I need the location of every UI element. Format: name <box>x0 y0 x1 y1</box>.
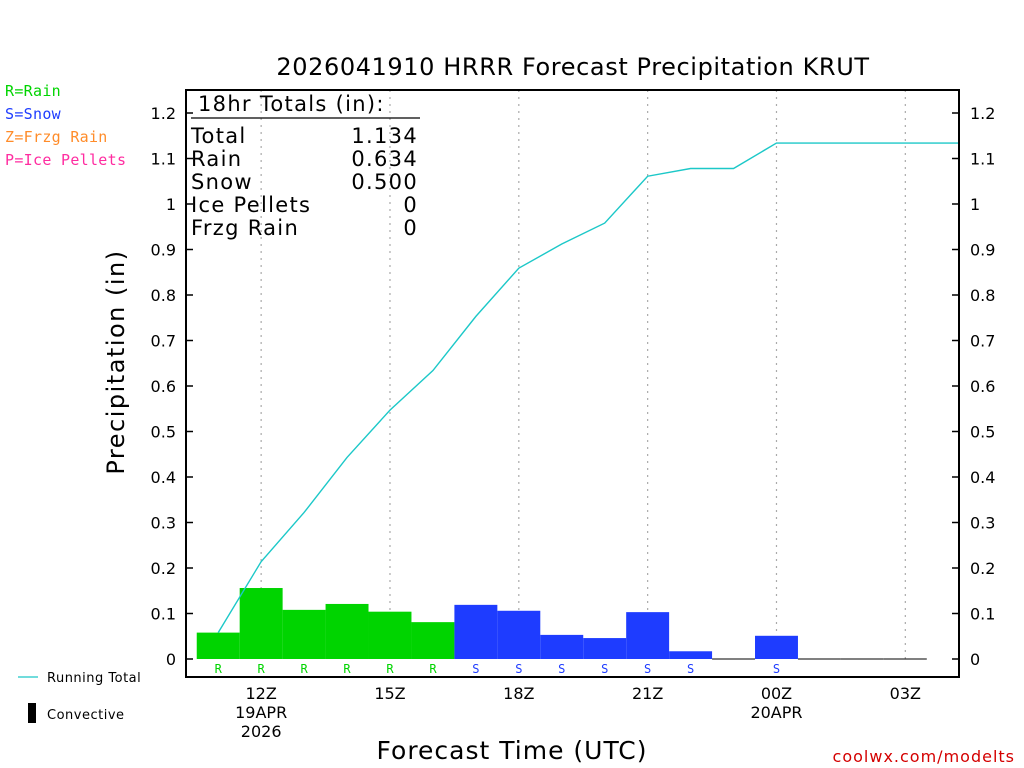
x-tick-label: 20APR <box>750 703 802 722</box>
y-tick-label-left: 0.8 <box>151 286 176 305</box>
totals-row-label: Frzg Rain <box>191 216 299 240</box>
y-tick-label-right: 1.2 <box>970 104 995 123</box>
running-total-legend-label: Running Total <box>47 671 141 686</box>
ptype-label: R <box>215 662 223 676</box>
ptype-legend: R=Rain S=Snow Z=Frzg Rain P=Ice Pellets <box>5 82 126 169</box>
totals-row-value: 0.634 <box>351 147 418 171</box>
ptype-legend-entry: R=Rain <box>5 82 61 100</box>
y-tick-label-right: 0.7 <box>970 332 995 351</box>
ptype-label: R <box>300 662 308 676</box>
chart-title: 2026041910 HRRR Forecast Precipitation K… <box>276 53 869 81</box>
y-tick-label-right: 0.5 <box>970 423 995 442</box>
y-tick-label-left: 0.9 <box>151 241 176 260</box>
y-tick-label-right: 0 <box>970 650 980 669</box>
totals-row-label: Total <box>190 124 247 148</box>
y-tick-label-right: 1 <box>970 195 980 214</box>
y-tick-label-right: 0.4 <box>970 468 995 487</box>
ptype-label: S <box>558 662 565 676</box>
convective-legend-swatch <box>28 703 36 723</box>
ptype-label: R <box>386 662 394 676</box>
ptype-label: S <box>644 662 651 676</box>
totals-row-label: Ice Pellets <box>191 193 311 217</box>
precip-bar <box>755 635 798 659</box>
y-tick-label-left: 0.7 <box>151 332 176 351</box>
totals-row-value: 0 <box>403 216 418 240</box>
y-tick-label-right: 1.1 <box>970 150 995 169</box>
y-axis-label: Precipitation (in) <box>102 249 130 474</box>
hourly-bars <box>196 588 927 660</box>
y-tick-label-left: 0.6 <box>151 377 176 396</box>
totals-heading: 18hr Totals (in): <box>198 92 385 116</box>
y-tick-label-left: 0.4 <box>151 468 176 487</box>
totals-row-value: 0 <box>403 193 418 217</box>
precip-bar <box>368 611 412 659</box>
precip-bar <box>540 634 584 659</box>
ptype-label: R <box>429 662 437 676</box>
convective-legend-label: Convective <box>47 708 125 723</box>
x-tick-label: 21Z <box>632 684 663 703</box>
running-total-line <box>217 142 959 633</box>
totals-row-value: 0.500 <box>351 170 418 194</box>
running-total-series <box>217 142 959 633</box>
y-tick-label-right: 0.1 <box>970 605 995 624</box>
x-tick-label: 2026 <box>241 722 282 741</box>
totals-row-value: 1.134 <box>351 124 418 148</box>
x-axis-label: Forecast Time (UTC) <box>377 736 648 765</box>
y-tick-label-left: 1.1 <box>151 150 176 169</box>
precip-bar <box>583 638 627 659</box>
precip-bar <box>239 588 283 659</box>
y-tick-label-left: 0.2 <box>151 559 176 578</box>
y-tick-label-left: 1 <box>166 195 176 214</box>
y-tick-label-left: 0.1 <box>151 605 176 624</box>
y-tick-label-right: 0.6 <box>970 377 995 396</box>
series-legend: Running Total Convective <box>18 671 141 723</box>
totals-row-label: Snow <box>191 170 253 194</box>
ptype-label: R <box>258 662 266 676</box>
ptype-label: S <box>773 662 780 676</box>
ptype-label: S <box>515 662 522 676</box>
y-tick-label-right: 0.2 <box>970 559 995 578</box>
ptype-label: R <box>343 662 351 676</box>
plot-frame <box>185 89 960 678</box>
x-tick-label: 03Z <box>890 684 921 703</box>
x-tick-label: 15Z <box>374 684 405 703</box>
precip-bar <box>669 651 713 659</box>
totals-rows: Total 1.134 Rain 0.634 Snow 0.500 Ice Pellets 0… <box>190 124 418 240</box>
y-tick-label-right: 0.9 <box>970 241 995 260</box>
precip-bar <box>497 610 541 659</box>
y-tick-label-left: 1.2 <box>151 104 176 123</box>
totals-row-label: Rain <box>191 147 242 171</box>
ptype-legend-entry: S=Snow <box>5 105 62 123</box>
ptype-label: S <box>687 662 694 676</box>
x-tick-label: 19APR <box>235 703 287 722</box>
precip-bar <box>626 612 670 659</box>
y-tick-label-left: 0.5 <box>151 423 176 442</box>
ptype-legend-entry: Z=Frzg Rain <box>5 128 108 146</box>
precip-bar <box>411 622 455 659</box>
y-tick-label-right: 0.8 <box>970 286 995 305</box>
precip-bar <box>325 603 369 659</box>
y-tick-label-right: 0.3 <box>970 514 995 533</box>
ptype-label: S <box>472 662 479 676</box>
x-tick-label: 00Z <box>761 684 792 703</box>
x-tick-label: 12Z <box>245 684 276 703</box>
precip-bar <box>454 604 498 659</box>
chart-axes: 0 00.1 0.10.2 0.20.3 0.30.4 0.40.5 0.50.6 0.60.… <box>151 89 995 741</box>
ptype-legend-entry: P=Ice Pellets <box>5 151 126 169</box>
ptype-label: S <box>601 662 608 676</box>
credit-text: coolwx.com/modelts <box>833 747 1015 766</box>
precip-bar <box>282 609 326 659</box>
y-tick-label-left: 0.3 <box>151 514 176 533</box>
precip-bar <box>196 632 240 659</box>
x-tick-label: 18Z <box>503 684 534 703</box>
totals-box: 18hr Totals (in): Total 1.134 Rain 0.634 Sno… <box>190 92 420 240</box>
y-tick-label-left: 0 <box>166 650 176 669</box>
